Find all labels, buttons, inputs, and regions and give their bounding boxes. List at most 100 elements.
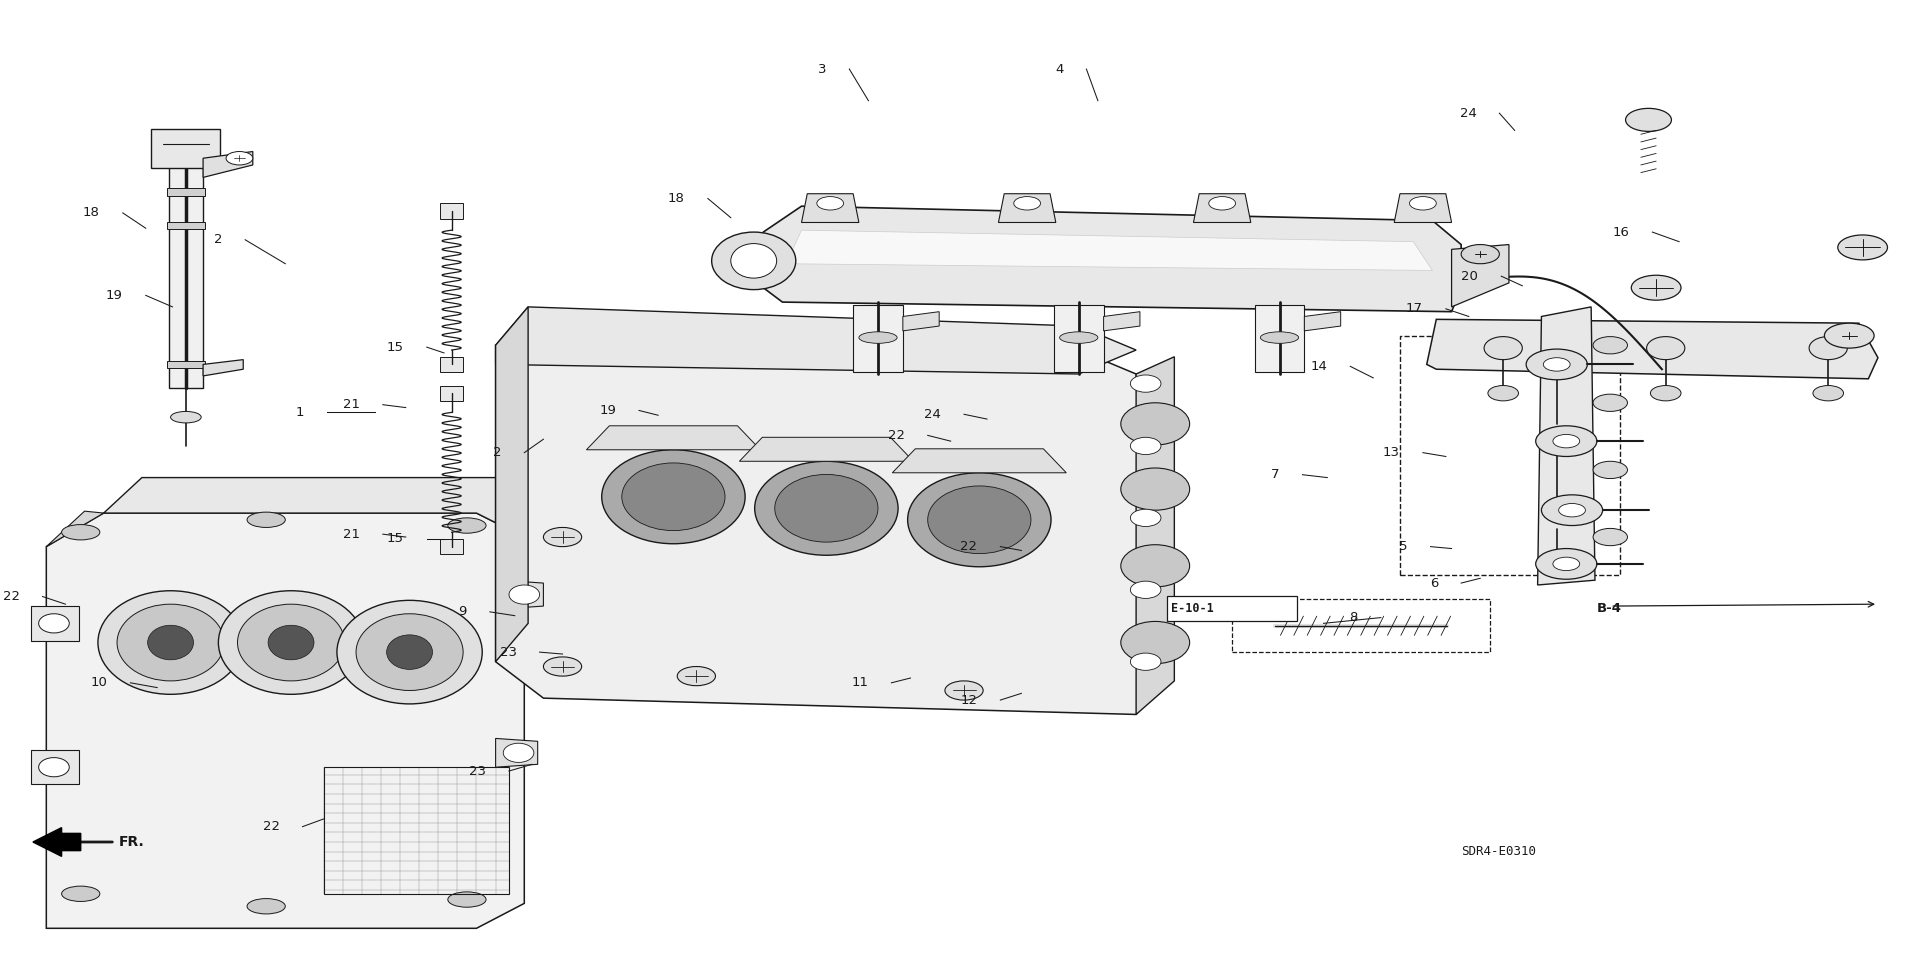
Ellipse shape xyxy=(543,657,582,676)
Polygon shape xyxy=(46,511,104,547)
Ellipse shape xyxy=(776,475,877,542)
Text: 3: 3 xyxy=(818,62,826,76)
FancyArrow shape xyxy=(33,828,81,856)
Text: 14: 14 xyxy=(1311,360,1327,373)
Ellipse shape xyxy=(355,614,463,690)
Ellipse shape xyxy=(1526,349,1588,380)
Ellipse shape xyxy=(1014,197,1041,210)
Ellipse shape xyxy=(386,635,432,669)
Text: 22: 22 xyxy=(887,429,904,442)
Polygon shape xyxy=(1194,194,1250,222)
Text: 23: 23 xyxy=(468,764,486,778)
Ellipse shape xyxy=(622,463,726,530)
Ellipse shape xyxy=(1131,581,1162,598)
Bar xyxy=(1167,596,1296,621)
Polygon shape xyxy=(1538,307,1596,585)
Bar xyxy=(440,386,463,401)
Ellipse shape xyxy=(1632,275,1682,300)
Ellipse shape xyxy=(678,667,716,686)
Text: 23: 23 xyxy=(499,645,516,659)
Polygon shape xyxy=(104,478,524,537)
Ellipse shape xyxy=(1542,495,1603,526)
Text: 15: 15 xyxy=(386,340,403,354)
Ellipse shape xyxy=(38,758,69,777)
Text: 24: 24 xyxy=(924,408,941,421)
Bar xyxy=(169,163,204,388)
Text: 7: 7 xyxy=(1271,468,1279,481)
Text: 21: 21 xyxy=(344,527,359,541)
Bar xyxy=(167,222,205,229)
Ellipse shape xyxy=(1131,375,1162,392)
Text: FR.: FR. xyxy=(119,835,144,849)
Polygon shape xyxy=(586,426,760,450)
Polygon shape xyxy=(1304,312,1340,331)
Ellipse shape xyxy=(61,886,100,901)
Polygon shape xyxy=(801,194,858,222)
Polygon shape xyxy=(1427,319,1878,379)
Text: B-4: B-4 xyxy=(1597,602,1622,616)
Bar xyxy=(31,606,79,641)
Ellipse shape xyxy=(858,332,897,343)
Text: 22: 22 xyxy=(263,820,280,833)
Polygon shape xyxy=(998,194,1056,222)
Ellipse shape xyxy=(1809,337,1847,360)
Polygon shape xyxy=(495,307,528,662)
Ellipse shape xyxy=(1594,394,1628,411)
Text: 10: 10 xyxy=(90,676,108,690)
Ellipse shape xyxy=(238,604,344,681)
Ellipse shape xyxy=(148,625,194,660)
Polygon shape xyxy=(501,580,543,609)
Polygon shape xyxy=(902,312,939,331)
Bar xyxy=(324,767,509,894)
Ellipse shape xyxy=(927,486,1031,553)
Ellipse shape xyxy=(1553,434,1580,448)
Text: 12: 12 xyxy=(960,693,977,707)
Bar xyxy=(440,539,463,554)
Ellipse shape xyxy=(945,681,983,700)
Text: 17: 17 xyxy=(1405,302,1423,316)
Ellipse shape xyxy=(248,899,286,914)
Text: 13: 13 xyxy=(1382,446,1400,459)
Ellipse shape xyxy=(269,625,315,660)
Polygon shape xyxy=(1452,245,1509,307)
Polygon shape xyxy=(1104,312,1140,331)
Text: 6: 6 xyxy=(1430,576,1438,590)
Ellipse shape xyxy=(1210,197,1236,210)
Bar xyxy=(167,188,205,196)
Ellipse shape xyxy=(1461,245,1500,264)
Ellipse shape xyxy=(447,892,486,907)
Ellipse shape xyxy=(1553,557,1580,571)
Ellipse shape xyxy=(543,527,582,547)
Bar xyxy=(1233,599,1490,652)
Ellipse shape xyxy=(248,512,286,527)
Text: 24: 24 xyxy=(1459,106,1476,120)
Polygon shape xyxy=(495,345,1165,714)
Text: 9: 9 xyxy=(459,605,467,619)
Polygon shape xyxy=(785,230,1432,270)
Ellipse shape xyxy=(1131,437,1162,455)
Ellipse shape xyxy=(503,743,534,762)
Ellipse shape xyxy=(1536,549,1597,579)
Text: 21: 21 xyxy=(344,398,359,411)
Polygon shape xyxy=(495,307,1137,374)
Text: 15: 15 xyxy=(386,532,403,546)
Ellipse shape xyxy=(219,591,363,694)
Text: 2: 2 xyxy=(493,446,501,459)
Text: SDR4-E0310: SDR4-E0310 xyxy=(1461,845,1536,858)
Polygon shape xyxy=(204,360,244,376)
Ellipse shape xyxy=(227,152,253,165)
Text: 5: 5 xyxy=(1400,540,1407,553)
Ellipse shape xyxy=(1626,108,1672,131)
Ellipse shape xyxy=(61,525,100,540)
Ellipse shape xyxy=(1131,509,1162,526)
Bar xyxy=(31,750,79,784)
Polygon shape xyxy=(893,449,1066,473)
Ellipse shape xyxy=(1594,528,1628,546)
Text: 2: 2 xyxy=(213,233,223,246)
Text: 16: 16 xyxy=(1613,225,1630,239)
Ellipse shape xyxy=(712,232,795,290)
Ellipse shape xyxy=(1484,337,1523,360)
Text: 19: 19 xyxy=(106,289,123,302)
Ellipse shape xyxy=(1121,403,1190,445)
Ellipse shape xyxy=(1651,386,1682,401)
